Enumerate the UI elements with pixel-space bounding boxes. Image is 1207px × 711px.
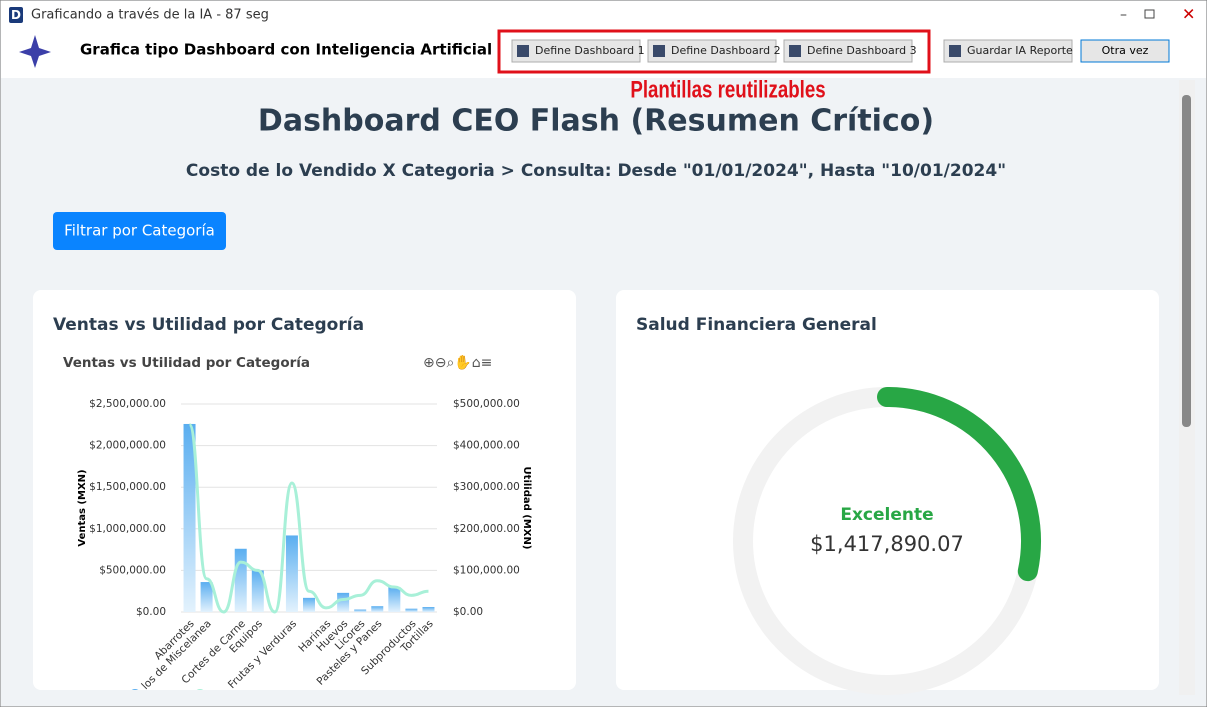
gauge-status: Excelente (840, 505, 933, 525)
retry-label[interactable]: Otra vez (1102, 44, 1149, 57)
bar (285, 535, 298, 612)
bar (354, 609, 367, 612)
button-label[interactable]: Define Dashboard 1 (535, 44, 645, 57)
y-tick-label: $500,000.00 (99, 564, 166, 576)
bar (371, 606, 384, 612)
legend-label: Utilidad (210, 688, 252, 701)
bar (422, 607, 435, 612)
bar (183, 423, 196, 612)
bar (388, 587, 401, 612)
bar (251, 570, 264, 612)
y2-tick-label: $0.00 (453, 606, 483, 618)
chart-title: Ventas vs Utilidad por Categoría (63, 355, 310, 371)
button-label[interactable]: Define Dashboard 3 (807, 44, 917, 57)
annotation: Plantillas reutilizables (630, 75, 825, 103)
save-icon[interactable] (949, 45, 961, 57)
y2-tick-label: $100,000.00 (453, 564, 520, 576)
y2-axis-title: Utilidad (MXN) (521, 467, 532, 550)
save-icon[interactable] (517, 45, 529, 57)
legend-swatch (131, 689, 139, 690)
highlight-box (497, 29, 931, 74)
card (33, 290, 576, 690)
y-tick-label: $2,500,000.00 (89, 398, 166, 410)
y2-tick-label: $500,000.00 (453, 398, 520, 410)
card-title: Salud Financiera General (636, 315, 877, 335)
y-axis-title: Ventas (MXN) (77, 469, 88, 546)
save-icon[interactable] (789, 45, 801, 57)
filter-label[interactable]: Filtrar por Categoría (64, 222, 215, 240)
toolbar-button[interactable] (511, 39, 641, 63)
chart-tools[interactable]: ⊕⊖⌕✋⌂≡ (423, 354, 492, 371)
save-icon[interactable] (653, 45, 665, 57)
y-tick-label: $0.00 (136, 606, 166, 618)
button-label[interactable]: Guardar IA Reporte (967, 44, 1073, 57)
dashboard-subtitle: Costo de lo Vendido X Categoria > Consul… (186, 161, 1006, 181)
maximize[interactable] (1144, 9, 1155, 19)
app-title: Grafica tipo Dashboard con Inteligencia … (80, 41, 492, 59)
close[interactable]: ✕ (1182, 5, 1195, 24)
bar (337, 592, 350, 612)
toolbar-button[interactable] (647, 39, 777, 63)
y-tick-label: $2,000,000.00 (89, 440, 166, 452)
legend-swatch (196, 689, 204, 690)
dashboard-title: Dashboard CEO Flash (Resumen Crítico) (258, 104, 934, 139)
filter-button[interactable] (53, 212, 226, 250)
bar (200, 582, 213, 612)
legend-label: Ventas (145, 688, 182, 701)
minimize[interactable]: – (1120, 7, 1127, 23)
y2-tick-label: $300,000.00 (453, 481, 520, 493)
bar (303, 597, 315, 612)
gauge-arc (877, 387, 1041, 582)
scrollbar[interactable] (1182, 95, 1191, 427)
y2-tick-label: $400,000.00 (453, 440, 520, 452)
toolbar-button[interactable] (943, 39, 1073, 63)
line (188, 423, 429, 614)
toolbar-button[interactable] (783, 39, 913, 63)
gauge-value: $1,417,890.07 (810, 532, 964, 556)
svg-text:D: D (11, 8, 21, 22)
y-tick-label: $1,500,000.00 (89, 481, 166, 493)
y2-tick-label: $200,000.00 (453, 523, 520, 535)
retry-button[interactable] (1080, 39, 1170, 63)
button-label[interactable]: Define Dashboard 2 (671, 44, 781, 57)
card (616, 290, 1159, 690)
y-tick-label: $1,000,000.00 (89, 523, 166, 535)
app-icon (19, 35, 51, 68)
window-title: Graficando a través de la IA - 87 seg (31, 8, 269, 23)
card-title: Ventas vs Utilidad por Categoría (53, 315, 364, 335)
bar (234, 548, 247, 612)
bar (405, 608, 418, 612)
